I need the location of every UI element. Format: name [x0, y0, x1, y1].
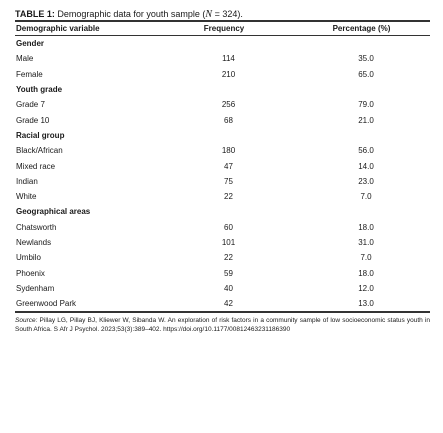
- caption-text-before: Demographic data for youth sample (: [54, 9, 206, 19]
- table-row: Black/African 180 56.0: [15, 143, 430, 158]
- row-percentage: 21.0: [358, 115, 374, 125]
- row-percentage: 65.0: [358, 69, 374, 79]
- group-row: Racial group: [15, 128, 430, 143]
- row-frequency: 60: [224, 222, 233, 232]
- table-row: Newlands 101 31.0: [15, 235, 430, 250]
- table-row: Phoenix 59 18.0: [15, 265, 430, 280]
- table-container: TABLE 1: Demographic data for youth samp…: [15, 8, 430, 334]
- caption-n-symbol: N: [205, 9, 213, 20]
- caption-label: TABLE 1:: [15, 9, 55, 19]
- header-frequency: Frequency: [155, 20, 292, 36]
- table-row: Chatsworth 60 18.0: [15, 220, 430, 235]
- row-label: Umbilo: [16, 253, 41, 263]
- table-row: Umbilo 22 7.0: [15, 250, 430, 265]
- group-row: Youth grade: [15, 82, 430, 97]
- caption-text-after: = 324).: [212, 9, 243, 19]
- row-frequency: 256: [221, 100, 236, 110]
- row-label: Female: [16, 69, 43, 79]
- row-label: White: [16, 192, 37, 202]
- row-label: Black/African: [16, 146, 63, 156]
- row-label: Sydenham: [16, 283, 55, 293]
- table-caption: TABLE 1: Demographic data for youth samp…: [15, 8, 430, 20]
- row-percentage: 56.0: [358, 146, 374, 156]
- table-source-note: Source: Pillay LG, Pillay BJ, Kliewer W,…: [15, 317, 430, 334]
- table-body: Gender Male 114 35.0 Female 210 65.0 Youth grad…: [15, 36, 430, 314]
- row-label: Chatsworth: [16, 222, 57, 232]
- table-row: Sydenham 40 12.0: [15, 281, 430, 296]
- row-label: Greenwood Park: [15, 296, 155, 314]
- group-name: Geographical areas: [16, 207, 91, 217]
- table-row: Greenwood Park 42 13.0: [15, 296, 430, 314]
- header-row: Demographic variable Frequency Percentag…: [15, 20, 430, 36]
- row-percentage: 14.0: [358, 161, 374, 171]
- group-name: Racial group: [16, 130, 65, 140]
- row-frequency: 114: [222, 54, 235, 64]
- row-frequency: 59: [224, 268, 233, 278]
- row-frequency: 210: [221, 69, 236, 79]
- table-row: Grade 7 256 79.0: [15, 97, 430, 112]
- group-row: Gender: [15, 36, 430, 52]
- table-row: Female 210 65.0: [15, 67, 430, 82]
- group-name: Youth grade: [16, 85, 63, 95]
- row-frequency: 68: [224, 115, 233, 125]
- row-percentage: 7.0: [360, 253, 372, 263]
- table-header: Demographic variable Frequency Percentag…: [15, 20, 430, 36]
- row-frequency: 180: [221, 146, 236, 156]
- row-percentage: 18.0: [358, 222, 374, 232]
- source-text: Pillay LG, Pillay BJ, Kliewer W, Sibanda…: [15, 317, 430, 333]
- demographic-table: Demographic variable Frequency Percentag…: [15, 20, 430, 314]
- table-row: White 22 7.0: [15, 189, 430, 204]
- row-label: Mixed race: [16, 161, 56, 171]
- row-frequency: 75: [224, 176, 233, 186]
- row-percentage: 18.0: [358, 268, 374, 278]
- row-percentage: 23.0: [358, 176, 374, 186]
- row-percentage: 13.0: [292, 296, 430, 314]
- row-label: Indian: [16, 176, 38, 186]
- group-row: Geographical areas: [15, 204, 430, 219]
- row-label: Newlands: [16, 238, 52, 247]
- row-frequency: 22: [224, 192, 233, 202]
- source-label: Source:: [15, 317, 38, 325]
- row-label: Male: [16, 54, 34, 64]
- table-row: Male 114 35.0: [15, 51, 430, 66]
- row-frequency: 22: [224, 253, 233, 263]
- row-percentage: 31.0: [358, 238, 374, 247]
- row-frequency: 101: [221, 238, 236, 247]
- row-percentage: 79.0: [358, 100, 374, 110]
- table-row: Indian 75 23.0: [15, 174, 430, 189]
- row-frequency: 42: [155, 296, 292, 314]
- row-percentage: 7.0: [360, 192, 372, 202]
- table-row: Mixed race 47 14.0: [15, 158, 430, 173]
- row-frequency: 47: [224, 161, 233, 171]
- row-label: Grade 10: [16, 115, 50, 125]
- row-label: Phoenix: [16, 268, 45, 278]
- row-frequency: 40: [224, 283, 233, 293]
- row-label: Grade 7: [16, 100, 45, 110]
- table-row: Grade 10 68 21.0: [15, 112, 430, 127]
- group-name: Gender: [16, 39, 45, 49]
- row-percentage: 12.0: [358, 283, 374, 293]
- header-percentage: Percentage (%): [292, 20, 430, 36]
- row-percentage: 35.0: [358, 54, 374, 64]
- header-demographic-variable: Demographic variable: [15, 20, 155, 36]
